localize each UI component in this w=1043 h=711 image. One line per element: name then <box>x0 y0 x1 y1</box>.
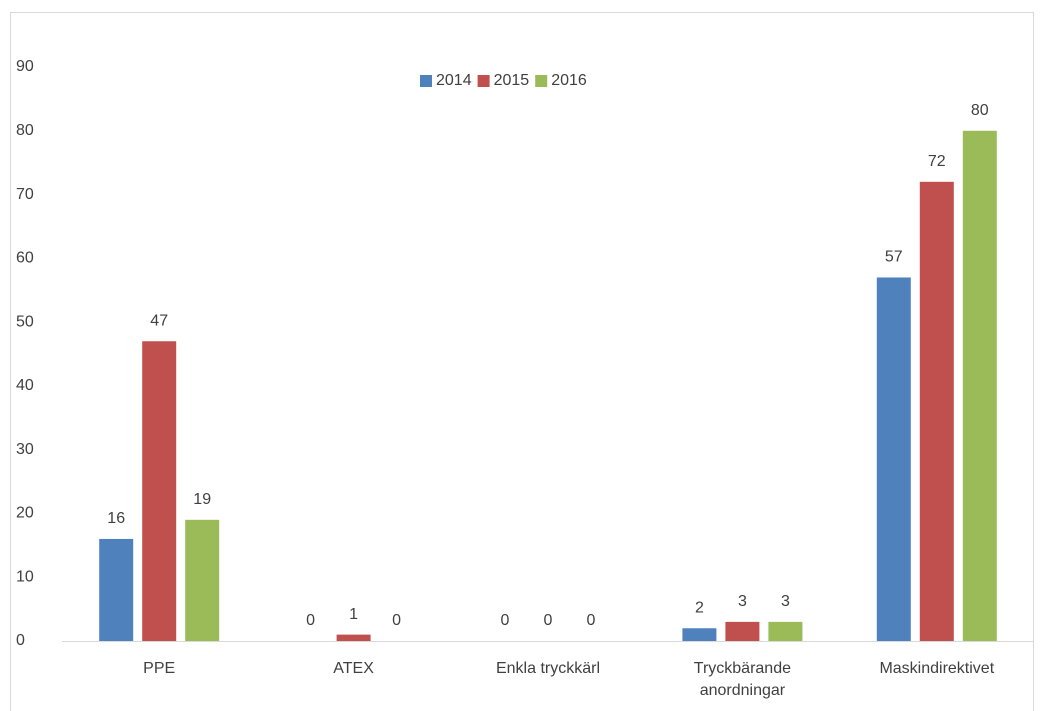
data-label: 16 <box>107 510 125 527</box>
y-tick-label: 40 <box>16 377 34 394</box>
x-tick-label: ATEX <box>333 660 374 677</box>
y-tick-label: 80 <box>16 122 34 139</box>
data-label: 3 <box>781 593 790 610</box>
data-label: 0 <box>501 612 510 629</box>
bar <box>768 621 803 641</box>
legend-label: 2014 <box>436 72 472 89</box>
data-label: 47 <box>150 312 168 329</box>
y-tick-label: 70 <box>16 186 34 203</box>
bar <box>99 538 134 641</box>
bar <box>725 621 760 641</box>
bar <box>962 130 997 641</box>
data-label: 57 <box>885 249 903 266</box>
data-label: 0 <box>544 612 553 629</box>
bar <box>142 341 177 641</box>
data-label: 19 <box>193 491 211 508</box>
legend-label: 2016 <box>551 72 587 89</box>
bar <box>682 628 717 641</box>
y-tick-label: 50 <box>16 313 34 330</box>
data-label: 0 <box>392 612 401 629</box>
y-tick-label: 10 <box>16 568 34 585</box>
data-label: 0 <box>306 612 315 629</box>
x-tick-label: PPE <box>143 660 176 677</box>
x-tick-label: Maskindirektivet <box>879 660 995 677</box>
bar <box>876 277 911 641</box>
x-tick-label: Tryckbärande anordningar <box>693 660 791 699</box>
y-tick-label: 30 <box>16 441 34 458</box>
chart-frame <box>10 12 1034 711</box>
y-tick-label: 60 <box>16 250 34 267</box>
data-label: 72 <box>928 153 946 170</box>
y-tick-label: 0 <box>16 632 25 649</box>
legend-swatch <box>420 75 432 87</box>
legend-swatch <box>477 75 490 87</box>
data-label: 80 <box>971 102 989 119</box>
data-label: 3 <box>738 593 747 610</box>
y-tick-label: 90 <box>16 58 34 75</box>
data-label: 0 <box>587 612 596 629</box>
data-label: 1 <box>349 606 358 623</box>
x-tick-label: Enkla tryckkärl <box>495 660 601 677</box>
y-tick-label: 20 <box>16 505 34 522</box>
bar <box>185 519 220 641</box>
legend-swatch <box>535 75 548 87</box>
bar <box>919 181 954 642</box>
legend-label: 2015 <box>494 72 530 89</box>
bar <box>336 634 371 641</box>
data-label: 2 <box>695 599 704 616</box>
